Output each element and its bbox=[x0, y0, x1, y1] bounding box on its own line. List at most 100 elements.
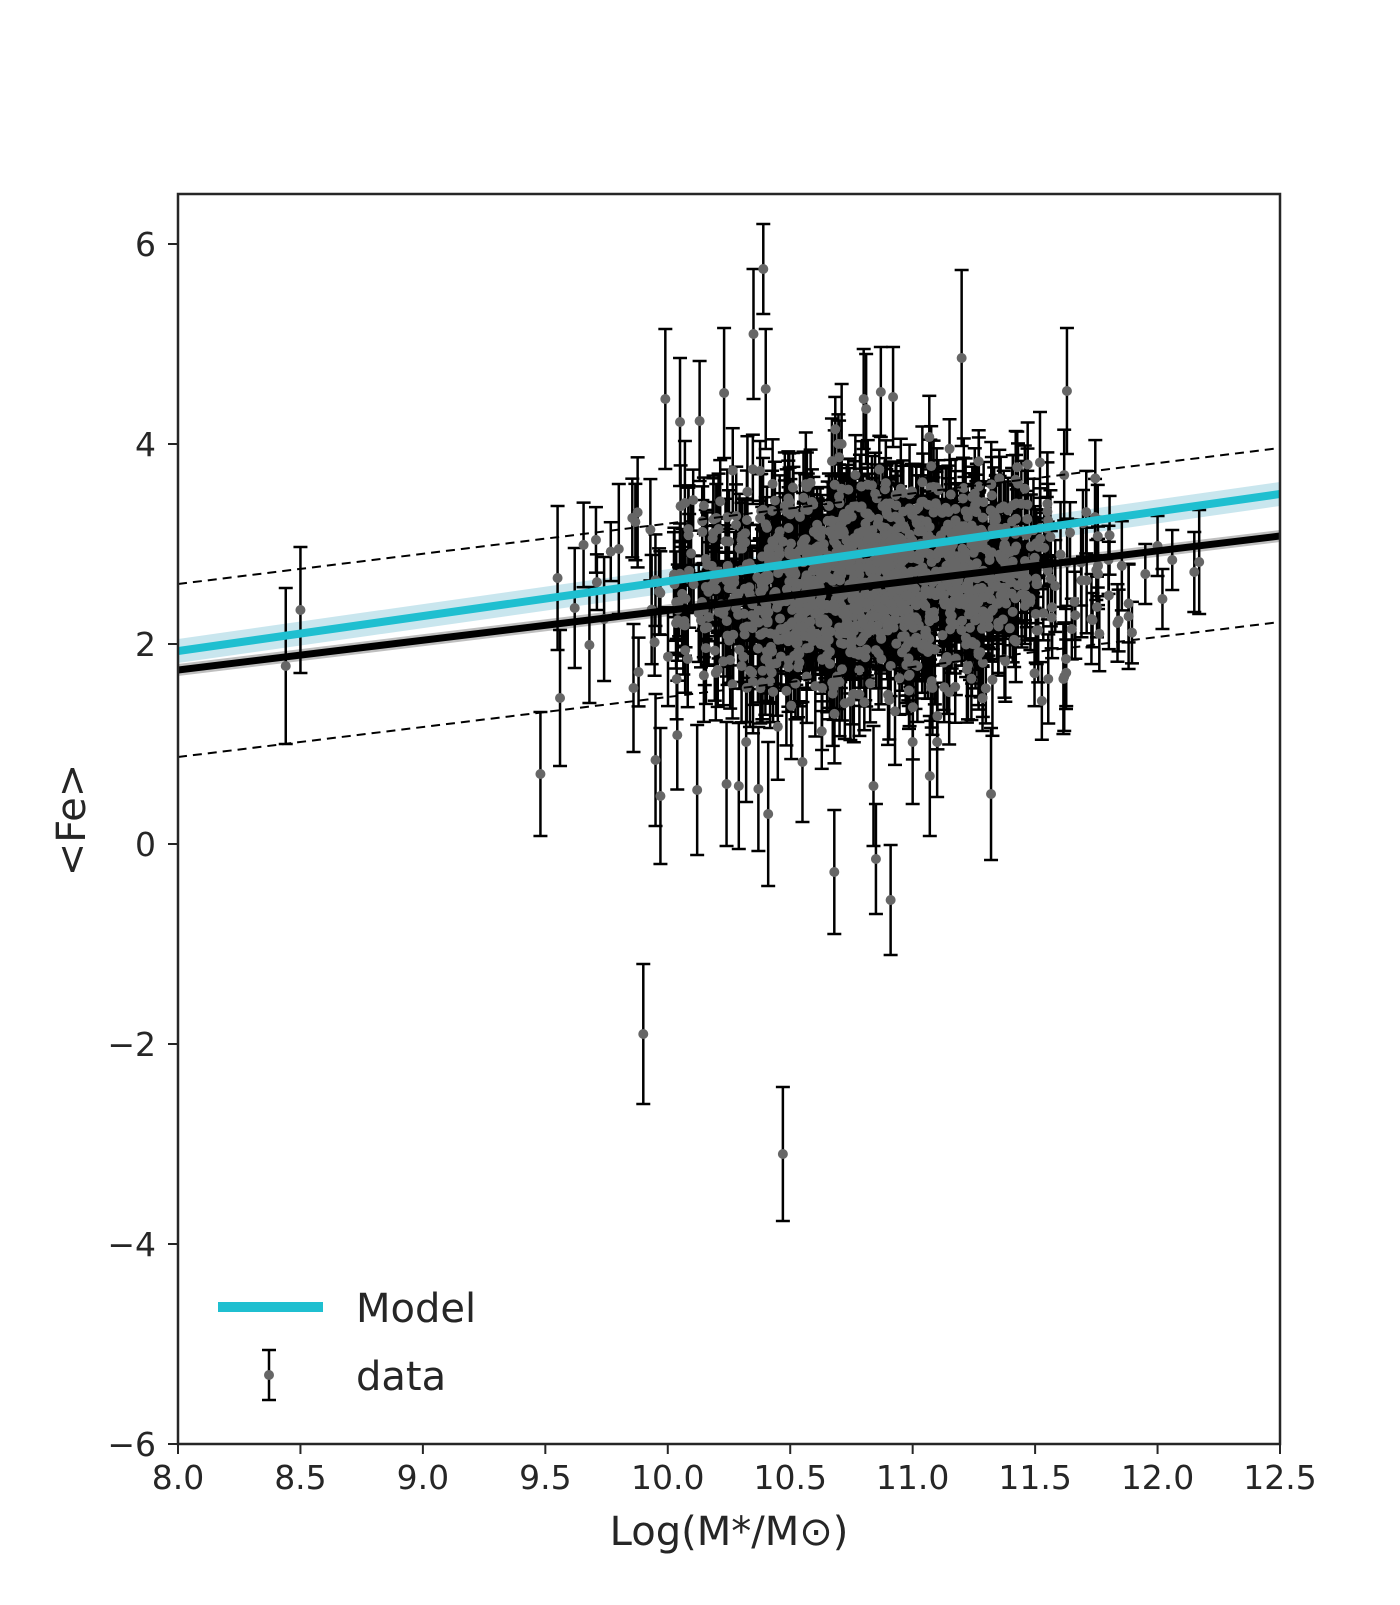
x-tick-label: 10.5 bbox=[753, 1458, 826, 1497]
data-point bbox=[901, 591, 911, 601]
data-point bbox=[660, 394, 670, 404]
data-point bbox=[742, 487, 752, 497]
data-point bbox=[1010, 593, 1020, 603]
data-point bbox=[981, 683, 991, 693]
data-point bbox=[790, 549, 800, 559]
data-point bbox=[738, 652, 748, 662]
data-point bbox=[979, 592, 989, 602]
x-tick-label: 11.0 bbox=[876, 1458, 949, 1497]
data-point bbox=[972, 496, 982, 506]
data-point bbox=[827, 515, 837, 525]
data-point bbox=[875, 603, 885, 613]
data-point bbox=[1069, 597, 1079, 607]
data-point bbox=[778, 1149, 788, 1159]
data-point bbox=[592, 577, 602, 587]
data-point bbox=[920, 585, 930, 595]
data-point bbox=[888, 392, 898, 402]
data-point bbox=[862, 628, 872, 638]
data-point bbox=[686, 549, 696, 559]
data-point bbox=[887, 586, 897, 596]
data-point bbox=[793, 662, 803, 672]
data-point bbox=[713, 665, 723, 675]
data-point bbox=[768, 687, 778, 697]
data-point bbox=[952, 526, 962, 536]
data-point bbox=[943, 520, 953, 530]
data-point bbox=[553, 573, 563, 583]
data-point bbox=[1167, 555, 1177, 565]
data-point bbox=[831, 574, 841, 584]
data-point bbox=[1094, 629, 1104, 639]
data-point bbox=[871, 854, 881, 864]
data-point bbox=[904, 686, 914, 696]
data-point bbox=[903, 653, 913, 663]
data-point bbox=[898, 488, 908, 498]
data-point bbox=[908, 702, 918, 712]
data-point bbox=[692, 785, 702, 795]
data-point bbox=[937, 548, 947, 558]
data-point bbox=[822, 572, 832, 582]
x-tick-label: 9.0 bbox=[397, 1458, 449, 1497]
data-point bbox=[718, 608, 728, 618]
data-point bbox=[899, 555, 909, 565]
data-point bbox=[828, 689, 838, 699]
data-point bbox=[761, 384, 771, 394]
data-point bbox=[1112, 618, 1122, 628]
x-axis-label: Log(M*/M⊙) bbox=[610, 1509, 849, 1555]
data-point bbox=[760, 627, 770, 637]
data-point bbox=[1194, 557, 1204, 567]
data-point bbox=[1005, 578, 1015, 588]
data-point bbox=[945, 444, 955, 454]
data-point bbox=[924, 432, 934, 442]
data-point bbox=[923, 647, 933, 657]
data-point bbox=[764, 571, 774, 581]
data-point bbox=[911, 515, 921, 525]
data-point bbox=[755, 466, 765, 476]
data-point bbox=[729, 577, 739, 587]
data-point bbox=[830, 424, 840, 434]
data-point bbox=[821, 641, 831, 651]
data-point bbox=[840, 608, 850, 618]
data-point bbox=[1124, 598, 1134, 608]
x-tick-label: 8.0 bbox=[152, 1458, 204, 1497]
legend-data-label: data bbox=[356, 1354, 446, 1400]
data-point bbox=[977, 624, 987, 634]
data-point bbox=[761, 519, 771, 529]
data-point bbox=[830, 480, 840, 490]
data-point bbox=[1093, 531, 1103, 541]
data-point bbox=[793, 647, 803, 657]
data-point bbox=[957, 616, 967, 626]
data-point bbox=[825, 659, 835, 669]
data-point bbox=[991, 512, 1001, 522]
data-point bbox=[1047, 602, 1057, 612]
data-point bbox=[882, 614, 892, 624]
data-point bbox=[737, 661, 747, 671]
data-point bbox=[672, 730, 682, 740]
data-point bbox=[1189, 567, 1199, 577]
y-axis-label: <Fe> bbox=[49, 764, 95, 876]
error-bars bbox=[279, 224, 1206, 1221]
data-point bbox=[895, 673, 905, 683]
data-point bbox=[957, 353, 967, 363]
data-point bbox=[786, 701, 796, 711]
data-point bbox=[638, 1029, 648, 1039]
data-point bbox=[986, 789, 996, 799]
y-tick-label: 2 bbox=[135, 625, 156, 664]
data-point bbox=[1038, 608, 1048, 618]
data-point bbox=[914, 555, 924, 565]
data-point bbox=[868, 781, 878, 791]
data-point bbox=[795, 579, 805, 589]
data-point bbox=[722, 512, 732, 522]
data-point bbox=[734, 781, 744, 791]
data-point bbox=[977, 583, 987, 593]
data-point bbox=[978, 693, 988, 703]
data-point bbox=[946, 616, 956, 626]
data-point bbox=[901, 643, 911, 653]
data-point bbox=[835, 521, 845, 531]
data-point bbox=[671, 618, 681, 628]
data-point bbox=[1062, 386, 1072, 396]
data-point bbox=[876, 387, 886, 397]
data-point bbox=[697, 516, 707, 526]
data-point bbox=[1059, 672, 1069, 682]
